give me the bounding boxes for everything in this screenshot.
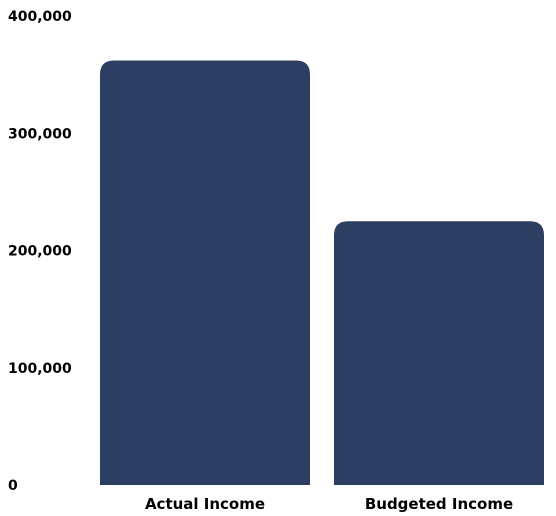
y-tick-label: 0 bbox=[8, 478, 18, 494]
y-tick-label: 200,000 bbox=[8, 244, 72, 260]
bar-budgeted-income bbox=[334, 221, 544, 485]
bar-actual-income bbox=[100, 60, 310, 486]
x-category-label: Actual Income bbox=[145, 495, 265, 513]
x-axis-labels: Actual Income Budgeted Income bbox=[145, 495, 513, 513]
y-tick-label: 400,000 bbox=[8, 9, 72, 25]
y-tick-label: 300,000 bbox=[8, 126, 72, 142]
bars-group bbox=[100, 60, 544, 486]
x-category-label: Budgeted Income bbox=[365, 495, 513, 513]
y-axis-ticks: 0 100,000 200,000 300,000 400,000 bbox=[8, 9, 72, 494]
y-tick-label: 100,000 bbox=[8, 361, 72, 377]
